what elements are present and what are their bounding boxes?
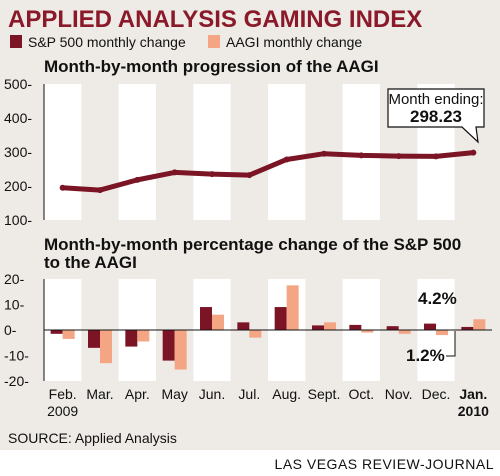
- sp500-bar: [200, 307, 212, 330]
- aagi-bar: [249, 330, 262, 338]
- source-note: SOURCE: Applied Analysis: [8, 430, 177, 446]
- sp500-bar: [88, 330, 100, 348]
- sp500-bar: [461, 326, 474, 330]
- aagi-point: [358, 152, 365, 159]
- month-label: Oct.: [348, 386, 374, 402]
- line-chart-y-tick: 500-: [4, 76, 32, 92]
- month-label: Feb.: [49, 386, 77, 402]
- callout-label: Month ending:: [388, 91, 483, 108]
- line-chart-band: [268, 84, 306, 220]
- month-label: Jun.: [199, 386, 225, 402]
- month-label: Jul.: [238, 386, 260, 402]
- line-chart-title: Month-by-month progression of the AAGI: [44, 57, 379, 76]
- line-chart-y-tick: 100-: [4, 212, 32, 228]
- aagi-bar: [473, 319, 486, 330]
- sp500-bar: [386, 326, 399, 330]
- aagi-bar: [361, 330, 374, 333]
- annotation-leader-line: [446, 331, 456, 357]
- aagi-point: [246, 172, 253, 179]
- chart-title: APPLIED ANALYSIS GAMING INDEX: [8, 6, 422, 33]
- aagi-point: [171, 169, 178, 176]
- bar-chart-y-axis: 20- 10- 0- -10- -20-: [4, 271, 45, 389]
- sp500-bar: [424, 323, 436, 330]
- sp500-bar: [162, 330, 175, 361]
- legend-label-aagi: AAGI monthly change: [226, 34, 362, 50]
- aagi-point: [59, 184, 66, 191]
- line-chart-band: [193, 84, 231, 220]
- aagi-point: [134, 176, 141, 183]
- callout-box: [387, 88, 485, 144]
- legend-swatch-aagi: [208, 35, 220, 48]
- legend-label-sp500: S&P 500 monthly change: [28, 34, 186, 50]
- month-label: Aug.: [272, 386, 301, 402]
- aagi-bar: [398, 330, 411, 334]
- aagi-bar: [137, 330, 150, 342]
- year-label: 2010: [458, 403, 489, 419]
- aagi-bar: [174, 330, 187, 370]
- aagi-bar: [436, 330, 448, 336]
- credit-strip: [0, 450, 500, 476]
- bar-chart-y-tick: -20-: [4, 373, 29, 389]
- bar-chart-title-line-2: to the AAGI: [44, 253, 137, 272]
- callout-value: 298.23: [410, 107, 462, 126]
- aagi-bar: [212, 314, 224, 330]
- line-chart-y-tick: 300-: [4, 144, 32, 160]
- callout: Month ending: 298.23: [387, 88, 485, 144]
- line-chart-y-axis: 500- 400- 300- 200- 100-: [4, 76, 45, 228]
- aagi-bar: [62, 330, 75, 339]
- month-label: Apr.: [125, 386, 150, 402]
- sp500-bar: [312, 325, 324, 330]
- month-label: May: [161, 386, 187, 402]
- month-label: Dec.: [422, 386, 451, 402]
- aagi-point: [395, 153, 402, 160]
- annotation-sp500-last: 1.2%: [406, 346, 445, 365]
- line-chart-y-tick: 400-: [4, 110, 32, 126]
- line-chart-plot: [59, 149, 477, 194]
- year-label: 2009: [47, 403, 78, 419]
- line-chart-band: [44, 84, 82, 220]
- aagi-point: [209, 171, 215, 178]
- bar-chart-y-tick: -10-: [4, 348, 29, 364]
- bar-chart-title-line-1: Month-by-month percentage change of the …: [44, 235, 461, 254]
- aagi-point: [470, 149, 477, 156]
- month-label: Mar.: [86, 386, 113, 402]
- aagi-point: [321, 150, 327, 157]
- bar-chart-y-tick: 20-: [4, 271, 25, 287]
- credit: LAS VEGAS REVIEW-JOURNAL: [275, 456, 494, 472]
- legend: S&P 500 monthly change AAGI monthly chan…: [10, 34, 362, 50]
- bar-chart-y-tick: 10-: [4, 297, 25, 313]
- aagi-line: [60, 150, 476, 193]
- bar-chart-bars: [44, 285, 492, 370]
- chart-background: [0, 0, 500, 450]
- bar-chart-y-tick: 0-: [4, 322, 17, 338]
- aagi-bar: [100, 330, 112, 364]
- aagi-bar: [286, 285, 299, 330]
- line-chart-band: [342, 84, 380, 220]
- aagi-point: [433, 153, 439, 160]
- line-chart-y-tick: 200-: [4, 178, 32, 194]
- x-axis-month-labels: Feb.2009 Mar. Apr. May Jun. Jul. Aug. Sept. Oct.…: [47, 386, 489, 419]
- annotation-aagi-last: 4.2%: [418, 289, 457, 308]
- aagi-point: [97, 187, 103, 194]
- aagi-point: [283, 156, 290, 163]
- line-chart-band: [118, 84, 156, 220]
- bar-annotations: 4.2% 1.2%: [406, 289, 457, 365]
- sp500-bar: [237, 322, 250, 330]
- legend-swatch-sp500: [10, 35, 22, 48]
- sp500-bar: [50, 330, 63, 334]
- month-label: Sept.: [308, 386, 341, 402]
- sp500-bar: [274, 307, 287, 330]
- sp500-bar: [349, 324, 362, 330]
- month-label: Nov.: [385, 386, 413, 402]
- aagi-bar: [324, 322, 336, 330]
- month-label: Jan.: [459, 386, 487, 402]
- sp500-bar: [125, 330, 138, 347]
